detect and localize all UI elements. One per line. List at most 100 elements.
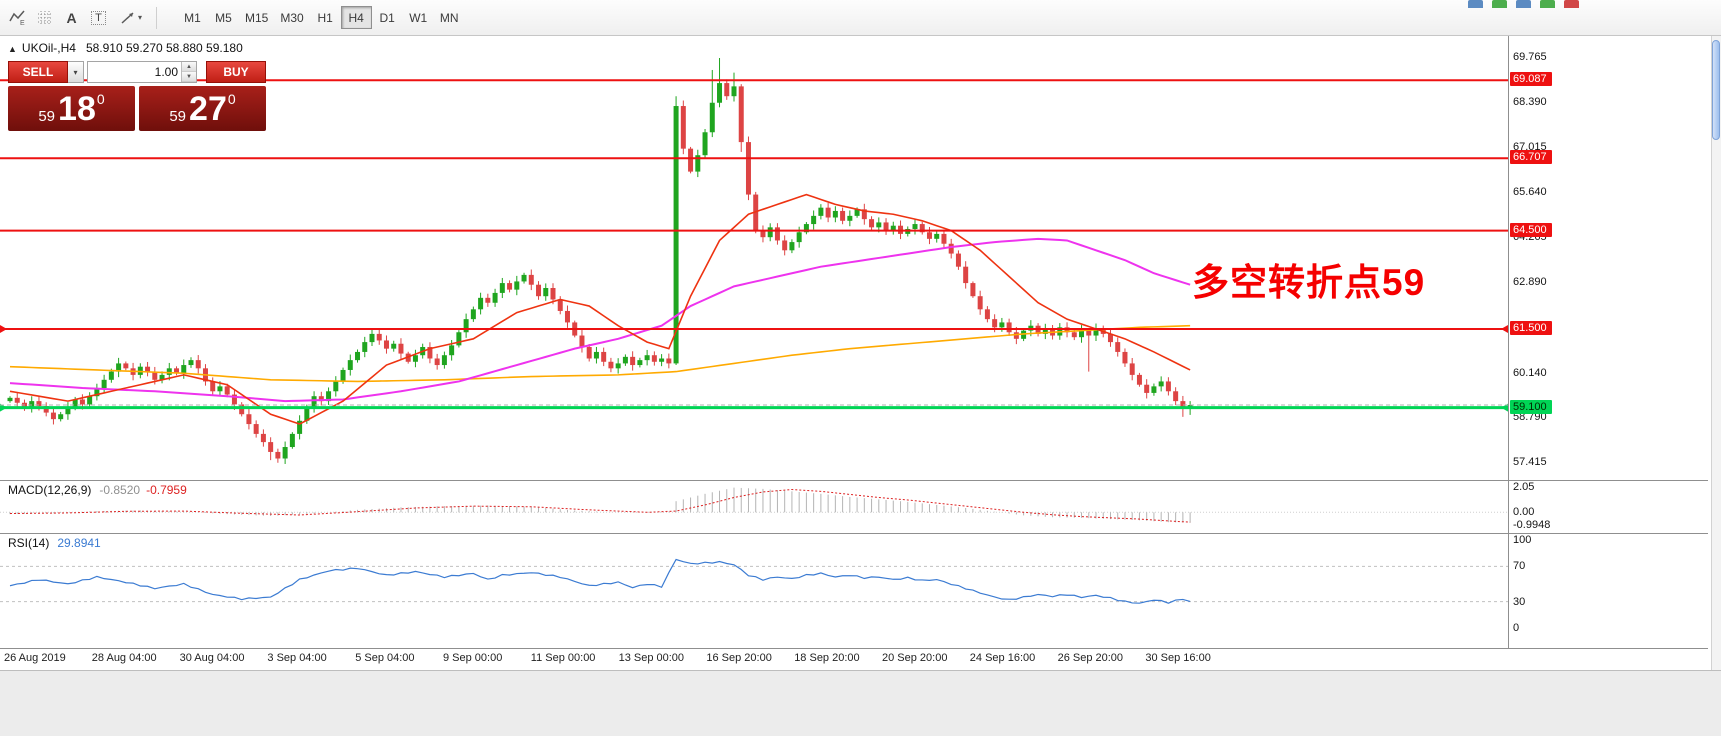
price-axis-label: 58.790 bbox=[1513, 410, 1547, 423]
indicators-icon[interactable]: E bbox=[4, 5, 31, 30]
time-axis-label: 9 Sep 00:00 bbox=[443, 652, 503, 664]
order-type-dropdown[interactable]: ▾ bbox=[68, 61, 84, 83]
buy-price-prefix: 59 bbox=[169, 108, 187, 125]
time-axis-label: 28 Aug 04:00 bbox=[91, 652, 157, 664]
rsi-axis-label: 70 bbox=[1513, 560, 1526, 573]
rsi-value: 29.8941 bbox=[57, 536, 101, 550]
clipped-icon[interactable] bbox=[1468, 0, 1483, 8]
text-tool-glyph: A bbox=[66, 9, 77, 26]
clipped-icon[interactable] bbox=[1564, 0, 1579, 8]
volume-increase-button[interactable]: ▲ bbox=[182, 62, 196, 72]
timeframe-toolbar: M1 M5 M15 M30 H1 H4 D1 W1 MN bbox=[177, 6, 465, 29]
volume-spinner: ▲ ▼ bbox=[181, 62, 196, 82]
timeframe-m15[interactable]: M15 bbox=[239, 6, 274, 29]
price-axis-label: 62.890 bbox=[1513, 276, 1547, 289]
grid-icon[interactable] bbox=[31, 5, 58, 30]
time-axis-label: 26 Sep 20:00 bbox=[1057, 652, 1124, 664]
panel-separator[interactable] bbox=[0, 533, 1708, 534]
timeframe-w1[interactable]: W1 bbox=[403, 6, 434, 29]
timeframe-m30[interactable]: M30 bbox=[274, 6, 309, 29]
price-badge-59.100: 59.100 bbox=[1510, 399, 1552, 414]
time-axis-label: 30 Aug 04:00 bbox=[179, 652, 245, 664]
timeframe-mn[interactable]: MN bbox=[434, 6, 465, 29]
clipped-icon[interactable] bbox=[1516, 0, 1531, 8]
time-axis-label: 18 Sep 20:00 bbox=[794, 652, 860, 664]
window-bottom-strip bbox=[0, 670, 1721, 736]
rsi-label: RSI(14) 29.8941 bbox=[8, 536, 101, 564]
time-axis-label: 5 Sep 04:00 bbox=[355, 652, 415, 664]
time-axis-label: 13 Sep 00:00 bbox=[618, 652, 685, 664]
price-badge-69.087: 69.087 bbox=[1510, 72, 1552, 87]
time-axis-label: 16 Sep 20:00 bbox=[706, 652, 772, 664]
rsi-axis-label: 30 bbox=[1513, 595, 1526, 608]
macd-chart[interactable] bbox=[0, 480, 1508, 533]
sell-price-prefix: 59 bbox=[38, 108, 56, 125]
label-tool-icon[interactable]: T bbox=[85, 5, 112, 30]
volume-input[interactable] bbox=[88, 62, 181, 82]
price-axis-border bbox=[1508, 36, 1509, 648]
vertical-scrollbar-thumb[interactable] bbox=[1712, 40, 1720, 140]
shapes-tool-icon[interactable]: ▾ bbox=[112, 5, 150, 30]
volume-decrease-button[interactable]: ▼ bbox=[182, 72, 196, 82]
sell-price-display[interactable]: 59 18 0 bbox=[8, 86, 135, 131]
macd-axis-label: -0.9948 bbox=[1513, 518, 1551, 531]
macd-axis-label: 2.05 bbox=[1513, 481, 1535, 494]
time-axis-label: 24 Sep 16:00 bbox=[969, 652, 1036, 664]
timeframe-d1[interactable]: D1 bbox=[372, 6, 403, 29]
time-axis-label: 30 Sep 16:00 bbox=[1145, 652, 1211, 664]
vertical-scrollbar[interactable] bbox=[1711, 36, 1721, 670]
main-toolbar: E A T ▾ M1 M5 M15 M30 H1 H4 D1 W1 MN bbox=[0, 0, 1721, 36]
chevron-down-icon: ▾ bbox=[73, 67, 78, 77]
buy-price-display[interactable]: 59 27 0 bbox=[139, 86, 266, 131]
macd-axis-label: 0.00 bbox=[1513, 506, 1535, 519]
volume-field: ▲ ▼ bbox=[87, 61, 197, 83]
clipped-toolbar-icons bbox=[1468, 0, 1588, 8]
timeframe-m5[interactable]: M5 bbox=[208, 6, 239, 29]
price-axis-label: 67.015 bbox=[1513, 141, 1547, 154]
toolbar-separator bbox=[156, 6, 157, 29]
collapse-panel-icon[interactable]: ▲ bbox=[8, 44, 17, 54]
time-axis-label: 11 Sep 00:00 bbox=[530, 652, 596, 664]
ma-red-line bbox=[9, 193, 1191, 425]
price-badge-61.500: 61.500 bbox=[1510, 320, 1552, 335]
rsi-chart[interactable] bbox=[0, 533, 1508, 648]
price-axis-label: 65.640 bbox=[1513, 186, 1547, 199]
sell-price-big: 18 bbox=[58, 89, 96, 128]
panel-separator bbox=[0, 648, 1708, 649]
rsi-axis-label: 0 bbox=[1513, 622, 1520, 634]
buy-price-sup: 0 bbox=[227, 91, 236, 107]
time-axis-label: 3 Sep 04:00 bbox=[267, 652, 327, 664]
price-badge-64.500: 64.500 bbox=[1510, 222, 1552, 237]
price-axis-label: 68.390 bbox=[1513, 96, 1547, 109]
label-tool-glyph: T bbox=[91, 10, 106, 25]
ohlc-values: 58.910 59.270 58.880 59.180 bbox=[85, 41, 243, 55]
time-axis[interactable]: 26 Aug 2019 28 Aug 04:00 30 Aug 04:00 3 Sep… bbox=[0, 650, 1721, 668]
clipped-icon[interactable] bbox=[1492, 0, 1507, 8]
timeframe-h4[interactable]: H4 bbox=[340, 6, 372, 29]
buy-button[interactable]: BUY bbox=[206, 61, 266, 83]
sell-button[interactable]: SELL bbox=[8, 61, 68, 83]
macd-name: MACD(12,26,9) bbox=[8, 483, 92, 497]
ma-magenta-line bbox=[9, 237, 1191, 403]
macd-main-value: -0.8520 bbox=[99, 483, 141, 497]
candles-layer bbox=[7, 58, 1193, 464]
rsi-axis-label: 100 bbox=[1513, 534, 1532, 546]
indicators-icon-glyph: E bbox=[20, 20, 25, 26]
macd-histogram bbox=[9, 487, 1191, 523]
text-tool-icon[interactable]: A bbox=[58, 5, 85, 30]
macd-label: MACD(12,26,9) -0.8520 -0.7959 bbox=[8, 483, 187, 511]
chart-annotation[interactable]: 多空转折点59 bbox=[1192, 262, 1426, 303]
chart-header: ▲ UKOil-,H4 58.910 59.270 58.880 59.180 bbox=[8, 41, 243, 69]
timeframe-h1[interactable]: H1 bbox=[310, 6, 341, 29]
buy-price-big: 27 bbox=[189, 89, 227, 128]
panel-separator[interactable] bbox=[0, 480, 1708, 481]
clipped-icon[interactable] bbox=[1540, 0, 1555, 8]
timeframe-m1[interactable]: M1 bbox=[177, 6, 208, 29]
price-axis-label: 60.140 bbox=[1513, 366, 1547, 379]
time-axis-label: 26 Aug 2019 bbox=[4, 652, 66, 664]
ma-orange-line bbox=[9, 324, 1191, 383]
chevron-down-icon: ▾ bbox=[137, 13, 142, 22]
symbol-period-label: UKOil-,H4 bbox=[21, 41, 76, 55]
price-axis-label: 69.765 bbox=[1513, 51, 1547, 63]
